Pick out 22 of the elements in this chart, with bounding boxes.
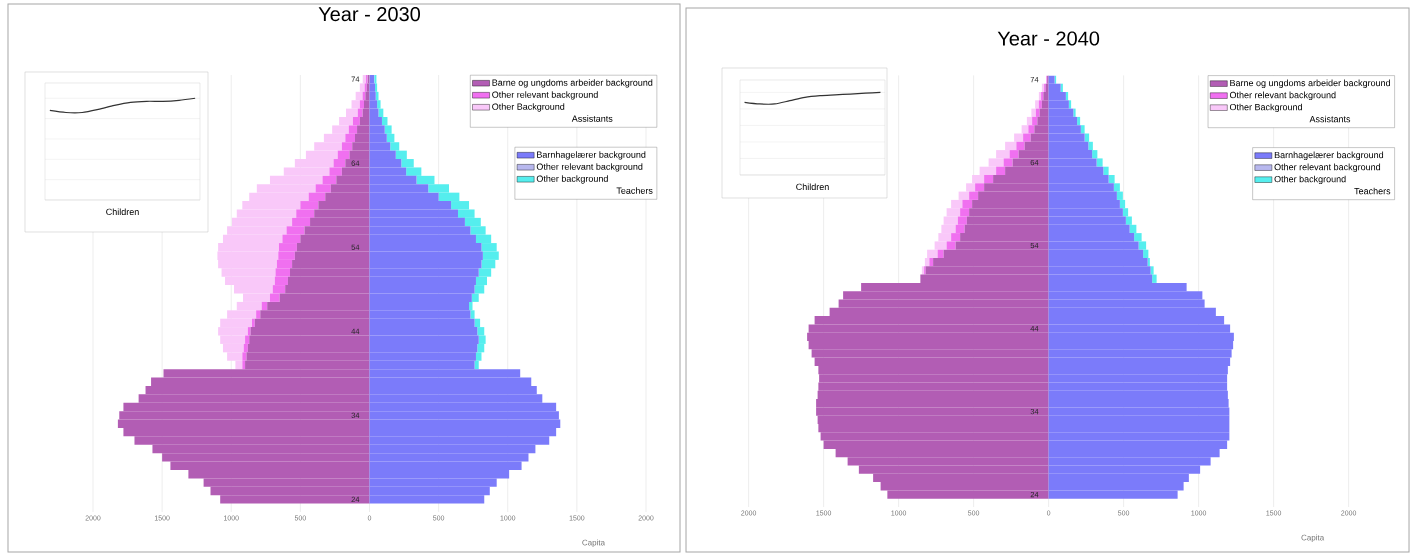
- x-axis-title: Capita: [582, 539, 606, 547]
- legend-label: Other relevant background: [536, 163, 643, 172]
- legend-label: Barnhagelærer background: [537, 151, 646, 160]
- annotation: Assistants: [1309, 115, 1351, 123]
- text: Teachers: [1354, 187, 1391, 195]
- legend-label: Other relevant background: [492, 91, 598, 100]
- legend-label: Barne og ungdoms arbeider background: [1230, 79, 1390, 88]
- annotation: Assistants: [571, 115, 613, 122]
- legend-label: Other relevant background: [1229, 91, 1336, 101]
- x-axis-title: Children: [796, 183, 829, 191]
- legend-label: Other relevant background: [1274, 163, 1381, 173]
- legend-label: Other Background: [492, 103, 565, 112]
- chart-title: Year - 2040: [997, 31, 1100, 46]
- legend-label: Other Background: [1229, 103, 1302, 113]
- legend-label: Barne og ungdoms arbeider background: [492, 79, 653, 88]
- x-axis-title: Capita: [1301, 534, 1325, 542]
- legend-label: Barnhagelærer background: [1274, 151, 1384, 160]
- legend-label: Other background: [1274, 175, 1346, 185]
- x-axis-title: Children: [106, 208, 139, 216]
- annotation: Teachers: [616, 187, 653, 194]
- legend-label: Other background: [536, 175, 608, 184]
- chart-title: Year - 2030: [318, 7, 421, 22]
